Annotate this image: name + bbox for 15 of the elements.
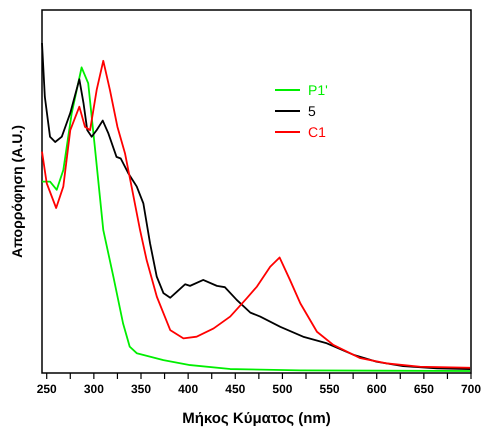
legend-label: P1' <box>308 82 328 98</box>
x-axis-title: Μήκος Κύματος (nm) <box>182 410 331 427</box>
x-tick-label: 700 <box>460 382 482 396</box>
x-tick-label: 550 <box>320 382 340 396</box>
x-tick-label: 300 <box>84 382 104 396</box>
x-tick-label: 650 <box>414 382 434 396</box>
x-tick-label: 500 <box>272 382 293 396</box>
y-axis-title: Απορρόφηση (A.U.) <box>9 125 25 258</box>
x-tick-label: 250 <box>36 382 58 396</box>
legend-label: 5 <box>308 103 316 119</box>
x-tick-label: 350 <box>130 382 152 396</box>
x-tick-label: 450 <box>225 382 246 396</box>
x-tick-label: 600 <box>366 382 388 396</box>
legend-label: C1 <box>308 124 326 140</box>
x-tick-label: 400 <box>178 382 198 396</box>
